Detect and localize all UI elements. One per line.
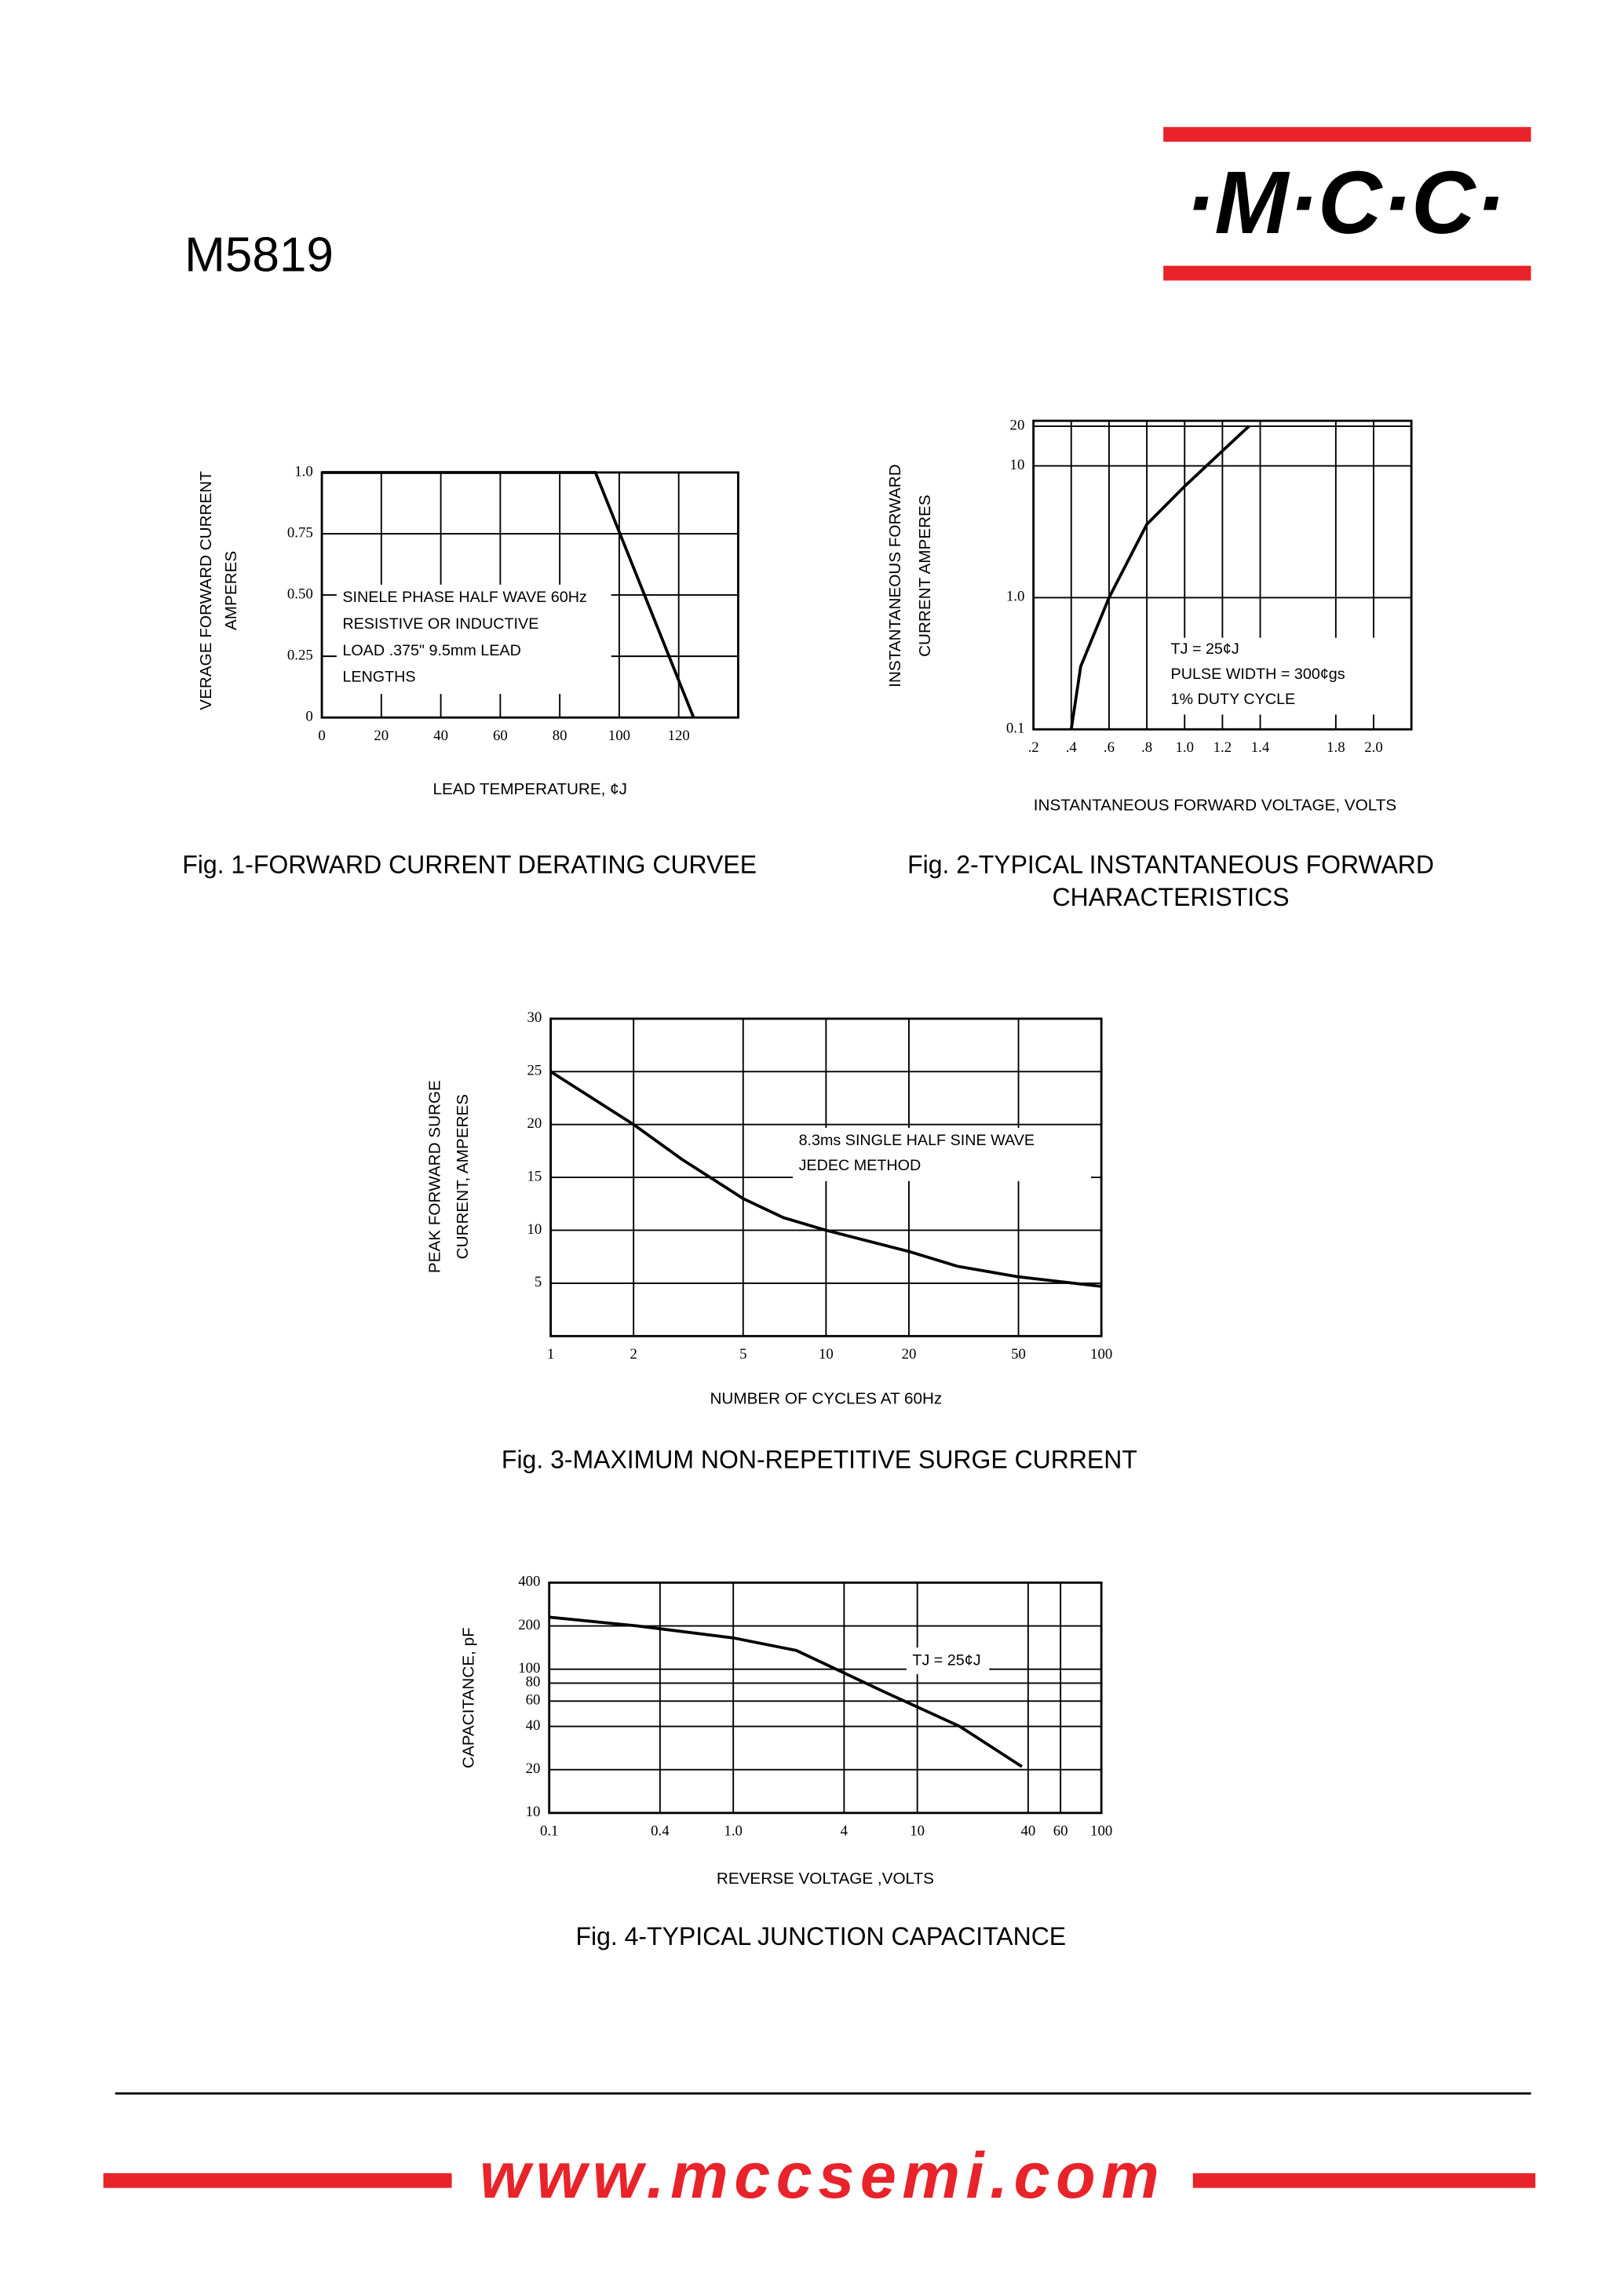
annotation: RESISTIVE OR INDUCTIVE <box>342 615 538 633</box>
annotation: LOAD .375" 9.5mm LEAD <box>342 642 520 659</box>
data-line <box>549 1070 1102 1288</box>
x-tick-label: 5 <box>739 1346 746 1363</box>
y-tick-label: 400 <box>518 1574 540 1590</box>
y-tick-label: 5 <box>535 1274 542 1290</box>
y-tick-label: 10 <box>1010 457 1025 473</box>
x-tick-label: 1.2 <box>1213 739 1232 756</box>
annotation: TJ = 25¢J <box>1171 640 1239 658</box>
annotation-box <box>906 1647 990 1675</box>
x-tick-label: 4 <box>841 1823 848 1840</box>
x-axis-label: REVERSE VOLTAGE ,VOLTS <box>717 1870 934 1888</box>
annotation: PULSE WIDTH = 300¢gs <box>1171 666 1345 683</box>
x-tick-label: 20 <box>374 728 389 744</box>
x-tick-label: .8 <box>1141 739 1152 756</box>
y-tick-label: 30 <box>527 1009 542 1026</box>
y-tick-label: 10 <box>527 1221 542 1238</box>
y-tick-label: 200 <box>518 1617 540 1633</box>
x-axis-label: INSTANTANEOUS FORWARD VOLTAGE, VOLTS <box>1034 797 1396 815</box>
figure-caption: Fig. 3-MAXIMUM NON-REPETITIVE SURGE CURR… <box>502 1446 1137 1474</box>
y-tick-label: 100 <box>518 1660 540 1677</box>
x-tick-label: 1.0 <box>1175 739 1194 756</box>
x-tick-label: 0.1 <box>540 1823 559 1840</box>
y-axis-label: CURRENT AMPERES <box>916 494 934 657</box>
x-tick-label: 40 <box>1020 1823 1035 1840</box>
annotation: LENGTHS <box>342 669 415 686</box>
y-tick-label: 0.1 <box>1006 721 1025 737</box>
y-axis-label: VERAGE FORWARD CURRENT <box>197 471 215 710</box>
x-tick-label: 80 <box>553 728 567 744</box>
annotation: TJ = 25¢J <box>912 1651 980 1669</box>
plot-area <box>548 1581 1103 1815</box>
y-tick-label: 10 <box>526 1804 541 1820</box>
y-tick-label: 60 <box>526 1692 541 1709</box>
x-tick-label: 50 <box>1011 1346 1026 1363</box>
x-tick-label: 2.0 <box>1364 739 1383 756</box>
y-tick-label: 20 <box>527 1115 542 1132</box>
data-line <box>322 471 695 718</box>
x-tick-label: 60 <box>493 728 508 744</box>
x-axis-label: NUMBER OF CYCLES AT 60Hz <box>710 1390 942 1408</box>
x-tick-label: .6 <box>1104 739 1115 756</box>
x-tick-label: 100 <box>1090 1346 1112 1363</box>
x-tick-label: 40 <box>433 728 448 744</box>
logo-bar <box>1163 126 1531 142</box>
figure-caption: Fig. 2-TYPICAL INSTANTANEOUS FORWARD <box>907 851 1434 879</box>
y-axis-label: CURRENT, AMPERES <box>454 1094 472 1259</box>
data-line <box>1069 425 1250 730</box>
annotation: SINELE PHASE HALF WAVE 60Hz <box>342 589 586 606</box>
website: www.mccsemi.com <box>480 2139 1165 2212</box>
y-axis-label: PEAK FORWARD SURGE <box>425 1080 443 1273</box>
y-tick-label: 20 <box>1010 417 1025 433</box>
y-tick-label: 25 <box>527 1063 542 1079</box>
x-tick-label: 1 <box>547 1346 554 1363</box>
y-tick-label: 0.50 <box>287 586 313 602</box>
x-tick-label: 100 <box>1090 1823 1112 1840</box>
x-tick-label: 100 <box>608 728 630 744</box>
x-tick-label: 1.8 <box>1327 739 1345 756</box>
y-tick-label: 1.0 <box>1006 589 1025 605</box>
y-axis-label: INSTANTANEOUS FORWARD <box>886 464 904 687</box>
figure-caption: Fig. 4-TYPICAL JUNCTION CAPACITANCE <box>575 1922 1066 1950</box>
part-number: M5819 <box>184 228 334 283</box>
logo-bar <box>1163 265 1531 281</box>
annotation-box <box>336 584 611 695</box>
annotation: JEDEC METHOD <box>799 1157 921 1174</box>
y-tick-label: 0.75 <box>287 524 313 541</box>
footer-bar <box>103 2173 452 2188</box>
y-axis-label: CAPACITANCE, pF <box>460 1627 478 1768</box>
x-tick-label: 0 <box>318 728 325 744</box>
annotation-box <box>793 1128 1091 1181</box>
figure-caption: CHARACTERISTICS <box>1053 883 1290 911</box>
x-tick-label: 0.4 <box>651 1823 670 1840</box>
x-tick-label: .4 <box>1066 739 1078 756</box>
annotation: 1% DUTY CYCLE <box>1171 691 1296 708</box>
annotation: 8.3ms SINGLE HALF SINE WAVE <box>799 1132 1035 1149</box>
y-tick-label: 20 <box>526 1760 541 1777</box>
y-tick-label: 1.0 <box>294 463 313 480</box>
footer-bar <box>1192 2173 1536 2188</box>
data-line <box>549 1615 1023 1768</box>
x-axis-label: LEAD TEMPERATURE, ¢J <box>432 780 627 798</box>
annotation-box <box>1154 637 1389 715</box>
x-tick-label: 20 <box>902 1346 917 1363</box>
x-tick-label: 1.0 <box>724 1823 743 1840</box>
x-tick-label: 10 <box>910 1823 925 1840</box>
x-tick-label: 120 <box>668 728 690 744</box>
figure-caption: Fig. 1-FORWARD CURRENT DERATING CURVEE <box>182 851 757 879</box>
y-tick-label: 0.25 <box>287 647 313 663</box>
y-tick-label: 80 <box>526 1674 541 1691</box>
x-tick-label: 10 <box>819 1346 834 1363</box>
x-tick-label: 60 <box>1053 1823 1068 1840</box>
y-tick-label: 40 <box>526 1717 541 1734</box>
x-tick-label: .2 <box>1028 739 1039 756</box>
logo: ·M·C·C· <box>1185 153 1505 252</box>
y-tick-label: 0 <box>305 708 312 724</box>
y-axis-label: AMPERES <box>222 551 240 630</box>
x-tick-label: 2 <box>630 1346 637 1363</box>
x-tick-label: 1.4 <box>1251 739 1270 756</box>
y-tick-label: 15 <box>527 1168 542 1184</box>
